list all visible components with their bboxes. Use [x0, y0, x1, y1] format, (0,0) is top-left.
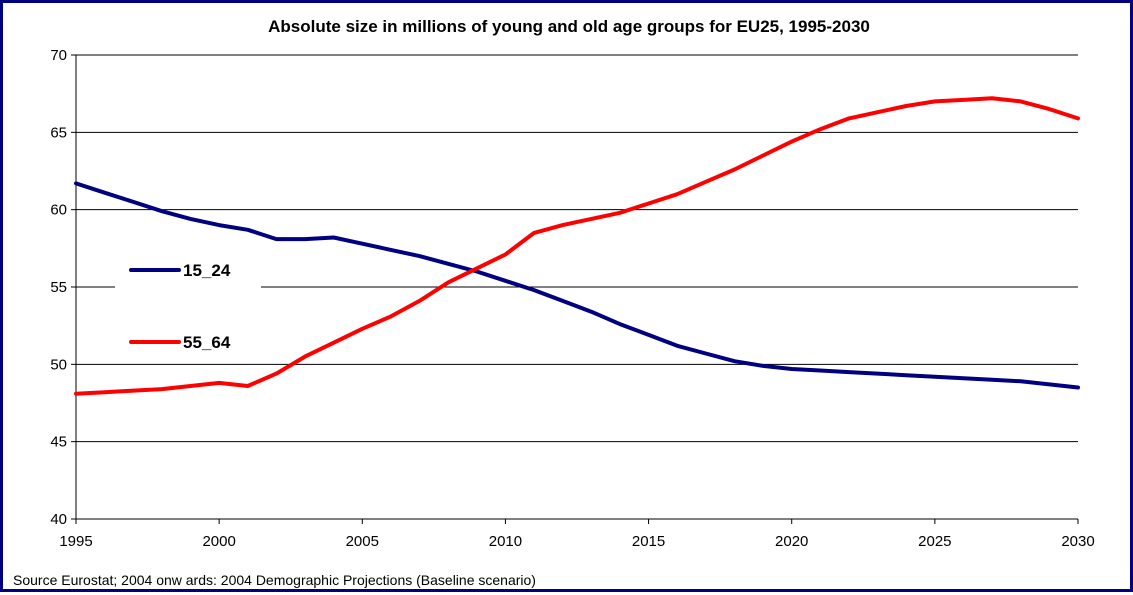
x-tick-label: 2010: [489, 533, 522, 550]
series-line-15-24: [74, 181, 1080, 390]
x-tick-label: 1995: [59, 533, 92, 550]
legend-background: [115, 248, 261, 358]
y-tick-label: 40: [50, 511, 67, 528]
x-axis-ticks: 1995 2000 2005 2010 2015 2020 2025 2030: [59, 519, 1095, 550]
legend-label-55-64: 55_64: [183, 333, 231, 352]
x-tick-label: 2025: [918, 533, 951, 550]
y-tick-label: 70: [50, 47, 67, 64]
line-chart: Absolute size in millions of young and o…: [13, 17, 1095, 588]
y-tick-label: 60: [50, 202, 67, 219]
x-tick-label: 2015: [632, 533, 665, 550]
x-tick-label: 2005: [346, 533, 379, 550]
x-tick-label: 2020: [775, 533, 808, 550]
y-tick-label: 45: [50, 434, 67, 451]
source-note: Source Eurostat; 2004 onw ards: 2004 Dem…: [13, 572, 536, 588]
x-tick-label: 2000: [202, 533, 235, 550]
y-tick-label: 65: [50, 124, 67, 141]
x-tick-label: 2030: [1061, 533, 1094, 550]
series-line-55-64: [74, 96, 1080, 396]
series-lines: [74, 96, 1080, 396]
y-axis-ticks: 40 45 50 55 60 65 70: [50, 47, 76, 528]
legend: 15_24 55_64: [115, 248, 261, 358]
y-tick-label: 55: [50, 279, 67, 296]
legend-label-15-24: 15_24: [183, 261, 231, 280]
chart-title: Absolute size in millions of young and o…: [268, 17, 870, 36]
y-tick-label: 50: [50, 356, 67, 373]
